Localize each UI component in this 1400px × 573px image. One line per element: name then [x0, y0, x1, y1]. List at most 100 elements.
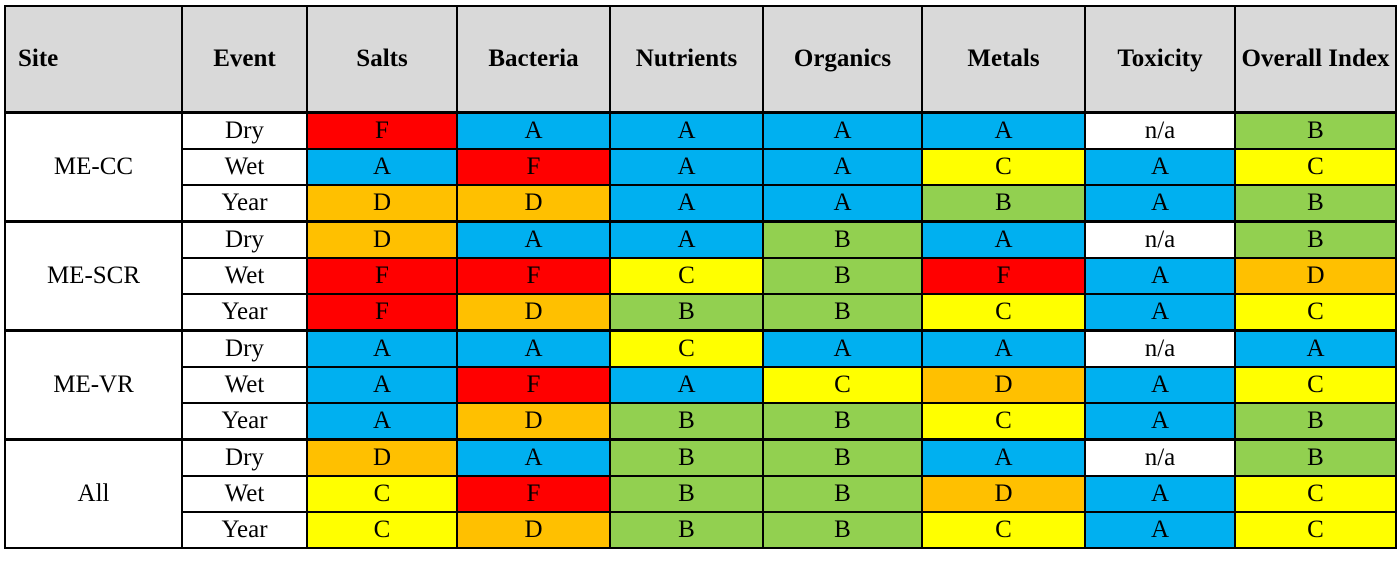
event-cell: Year — [181, 402, 308, 441]
organics-grade-cell: A — [762, 111, 923, 150]
toxicity-grade-cell: A — [1084, 257, 1236, 295]
organics-grade-cell: C — [762, 366, 923, 404]
table-row: Wet C F B B D A C — [5, 475, 1397, 513]
event-cell: Dry — [181, 111, 308, 150]
toxicity-grade-cell: A — [1084, 184, 1236, 223]
metals-grade-cell: C — [921, 293, 1086, 332]
nutrients-grade-cell: C — [609, 329, 764, 368]
event-cell: Dry — [181, 220, 308, 259]
organics-grade-cell: B — [762, 438, 923, 477]
bacteria-grade-cell: D — [456, 293, 611, 332]
header-nutrients: Nutrients — [609, 5, 764, 114]
nutrients-grade-cell: A — [609, 366, 764, 404]
event-cell: Dry — [181, 329, 308, 368]
site-cell: ME-VR — [4, 329, 183, 441]
overall-index-grade-cell: C — [1234, 148, 1397, 186]
header-row: Site Event Salts Bacteria Nutrients Orga… — [4, 5, 1397, 114]
header-event: Event — [181, 5, 308, 114]
organics-grade-cell: B — [762, 220, 923, 259]
overall-index-grade-cell: B — [1234, 184, 1397, 223]
nutrients-grade-cell: B — [609, 511, 764, 549]
salts-grade-cell: A — [306, 366, 458, 404]
metals-grade-cell: B — [921, 184, 1086, 223]
salts-grade-cell: A — [306, 329, 458, 368]
organics-grade-cell: A — [762, 148, 923, 186]
nutrients-grade-cell: B — [609, 438, 764, 477]
metals-grade-cell: C — [921, 402, 1086, 441]
salts-grade-cell: F — [306, 111, 458, 150]
bacteria-grade-cell: D — [456, 184, 611, 223]
toxicity-grade-cell: A — [1084, 148, 1236, 186]
table-row: Wet A F A A C A C — [5, 148, 1397, 186]
nutrients-grade-cell: B — [609, 402, 764, 441]
salts-grade-cell: F — [306, 293, 458, 332]
metals-grade-cell: A — [921, 329, 1086, 368]
organics-grade-cell: B — [762, 402, 923, 441]
event-cell: Wet — [181, 257, 308, 295]
toxicity-grade-cell: n/a — [1084, 438, 1236, 477]
metals-grade-cell: C — [921, 511, 1086, 549]
header-overall-index: Overall Index — [1234, 5, 1397, 114]
event-cell: Wet — [181, 366, 308, 404]
toxicity-grade-cell: n/a — [1084, 111, 1236, 150]
metals-grade-cell: D — [921, 475, 1086, 513]
salts-grade-cell: F — [306, 257, 458, 295]
overall-index-grade-cell: B — [1234, 111, 1397, 150]
organics-grade-cell: B — [762, 475, 923, 513]
nutrients-grade-cell: B — [609, 293, 764, 332]
nutrients-grade-cell: A — [609, 148, 764, 186]
toxicity-grade-cell: A — [1084, 475, 1236, 513]
event-cell: Dry — [181, 438, 308, 477]
overall-index-grade-cell: B — [1234, 220, 1397, 259]
table-row: Year A D B B C A B — [5, 402, 1397, 441]
metals-grade-cell: A — [921, 438, 1086, 477]
organics-grade-cell: B — [762, 511, 923, 549]
nutrients-grade-cell: A — [609, 220, 764, 259]
metals-grade-cell: D — [921, 366, 1086, 404]
header-metals: Metals — [921, 5, 1086, 114]
table-row: Year C D B B C A C — [5, 511, 1397, 549]
organics-grade-cell: A — [762, 184, 923, 223]
table-row: Year D D A A B A B — [5, 184, 1397, 223]
nutrients-grade-cell: B — [609, 475, 764, 513]
bacteria-grade-cell: D — [456, 511, 611, 549]
site-cell: ME-CC — [4, 111, 183, 223]
header-site: Site — [4, 5, 183, 114]
table-row: Year F D B B C A C — [5, 293, 1397, 332]
overall-index-grade-cell: C — [1234, 475, 1397, 513]
event-cell: Year — [181, 511, 308, 549]
toxicity-grade-cell: A — [1084, 366, 1236, 404]
event-cell: Wet — [181, 148, 308, 186]
overall-index-grade-cell: C — [1234, 366, 1397, 404]
metals-grade-cell: F — [921, 257, 1086, 295]
overall-index-grade-cell: D — [1234, 257, 1397, 295]
toxicity-grade-cell: n/a — [1084, 329, 1236, 368]
organics-grade-cell: A — [762, 329, 923, 368]
metals-grade-cell: C — [921, 148, 1086, 186]
bacteria-grade-cell: D — [456, 402, 611, 441]
bacteria-grade-cell: A — [456, 329, 611, 368]
header-toxicity: Toxicity — [1084, 5, 1236, 114]
bacteria-grade-cell: A — [456, 111, 611, 150]
bacteria-grade-cell: A — [456, 220, 611, 259]
salts-grade-cell: D — [306, 438, 458, 477]
site-cell: All — [4, 438, 183, 549]
salts-grade-cell: C — [306, 511, 458, 549]
toxicity-grade-cell: A — [1084, 402, 1236, 441]
header-organics: Organics — [762, 5, 923, 114]
grade-table: Site Event Salts Bacteria Nutrients Orga… — [4, 5, 1397, 549]
toxicity-grade-cell: n/a — [1084, 220, 1236, 259]
salts-grade-cell: C — [306, 475, 458, 513]
nutrients-grade-cell: C — [609, 257, 764, 295]
nutrients-grade-cell: A — [609, 111, 764, 150]
event-cell: Year — [181, 184, 308, 223]
event-cell: Wet — [181, 475, 308, 513]
overall-index-grade-cell: B — [1234, 438, 1397, 477]
bacteria-grade-cell: F — [456, 148, 611, 186]
event-cell: Year — [181, 293, 308, 332]
nutrients-grade-cell: A — [609, 184, 764, 223]
